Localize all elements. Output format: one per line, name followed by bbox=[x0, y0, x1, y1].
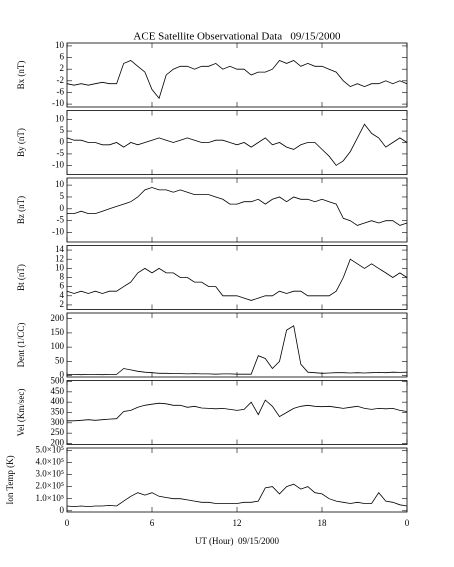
y-tick-label: 0 bbox=[60, 137, 65, 147]
y-tick-label: 50 bbox=[55, 355, 65, 365]
y-tick-label: 400 bbox=[51, 396, 65, 406]
y-tick-label: -2 bbox=[57, 75, 65, 85]
y-axis-label: Ion Temp (K) bbox=[5, 455, 15, 504]
plot-frame bbox=[66, 110, 408, 175]
y-tick-label: 250 bbox=[51, 427, 65, 437]
x-axis-label: UT (Hour) 09/15/2000 bbox=[195, 536, 280, 546]
y-tick-label: 10 bbox=[55, 262, 65, 272]
data-line bbox=[67, 399, 408, 422]
y-axis-label: By (nT) bbox=[16, 128, 26, 157]
y-tick-label: 100 bbox=[51, 341, 65, 351]
y-tick-label: 200 bbox=[51, 313, 65, 323]
y-tick-label: 2 bbox=[60, 63, 65, 73]
y-tick-label: 0 bbox=[60, 505, 65, 515]
y-tick-label: 10 bbox=[55, 114, 65, 124]
data-line bbox=[66, 123, 408, 166]
y-tick-label: 0 bbox=[60, 370, 65, 380]
y-tick-label: 8 bbox=[60, 272, 65, 282]
y-tick-label: 300 bbox=[51, 417, 65, 427]
y-tick-label: 3.0×10⁵ bbox=[36, 469, 64, 479]
chart-title: ACE Satellite Observational Data 09/15/2… bbox=[133, 31, 341, 43]
x-tick-label: 6 bbox=[150, 518, 155, 528]
y-axis-label: Vel (Km/sec) bbox=[16, 389, 26, 437]
y-tick-label: 14 bbox=[55, 244, 65, 254]
y-tick-label: 150 bbox=[51, 327, 65, 337]
y-tick-label: -10 bbox=[52, 227, 64, 237]
y-tick-label: 2.0×10⁵ bbox=[36, 481, 64, 491]
y-tick-label: 200 bbox=[51, 438, 65, 448]
y-tick-label: 350 bbox=[51, 407, 65, 417]
y-tick-label: -6 bbox=[57, 87, 65, 97]
y-tick-label: 6 bbox=[60, 281, 65, 291]
y-tick-label: 10 bbox=[55, 179, 65, 189]
y-tick-label: -10 bbox=[52, 98, 64, 108]
plot-frame bbox=[66, 245, 408, 310]
data-line bbox=[67, 187, 408, 226]
data-line bbox=[66, 60, 408, 100]
y-tick-label: -5 bbox=[57, 148, 65, 158]
x-tick-label: 0 bbox=[65, 518, 70, 528]
y-tick-label: 5 bbox=[60, 125, 65, 135]
y-tick-label: 4 bbox=[60, 290, 65, 300]
y-tick-label: 450 bbox=[51, 386, 65, 396]
y-tick-label: 12 bbox=[55, 253, 64, 263]
plot-frame bbox=[66, 42, 408, 108]
y-tick-label: 5.0×10⁵ bbox=[36, 444, 64, 454]
x-tick-label: 0 bbox=[405, 518, 410, 528]
x-tick-label: 18 bbox=[318, 518, 328, 528]
x-tick-label: 12 bbox=[233, 518, 242, 528]
data-line bbox=[67, 325, 408, 376]
y-axis-label: Bt (nT) bbox=[16, 264, 26, 291]
y-tick-label: -10 bbox=[52, 159, 64, 169]
plot-frame bbox=[66, 380, 408, 445]
y-axis-label: Dent (1/CC) bbox=[16, 323, 26, 368]
y-tick-label: 1.0×10⁵ bbox=[36, 493, 64, 503]
plot-frame bbox=[66, 177, 408, 243]
y-axis-label: Bx (nT) bbox=[16, 61, 26, 90]
y-tick-label: -5 bbox=[57, 215, 65, 225]
y-tick-label: 10 bbox=[55, 40, 65, 50]
y-tick-label: 6 bbox=[60, 52, 65, 62]
y-tick-label: 500 bbox=[51, 376, 65, 386]
y-tick-label: 4.0×10⁵ bbox=[36, 457, 64, 467]
plot-frame bbox=[66, 312, 408, 378]
y-axis-label: Bz (nT) bbox=[16, 196, 26, 224]
y-tick-label: 2 bbox=[60, 299, 65, 309]
y-tick-label: 5 bbox=[60, 191, 65, 201]
data-line bbox=[66, 483, 408, 508]
y-tick-label: 0 bbox=[60, 203, 65, 213]
data-line bbox=[66, 258, 408, 301]
